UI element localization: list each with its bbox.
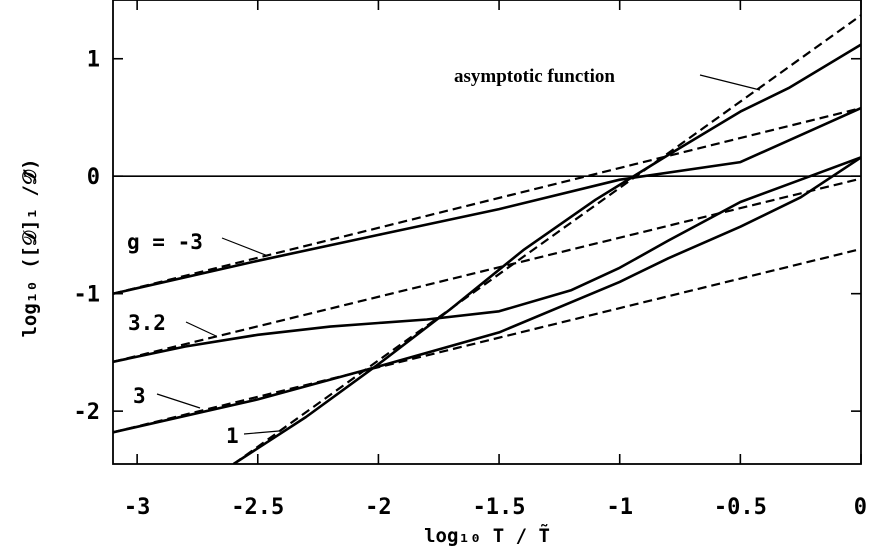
series-line-1-3 xyxy=(232,43,861,464)
annotation-1: 1 xyxy=(226,424,239,448)
x-tick-label: -1.5 xyxy=(473,495,526,520)
dashed-line-asymptotic-function-6 xyxy=(113,247,861,434)
series-line-3-2-1 xyxy=(113,156,861,364)
annotation-layer: asymptotic function g = -3 3.2 3 1 xyxy=(127,66,761,448)
annotation-3-2-leader xyxy=(185,321,217,337)
annotation-3-leader xyxy=(156,393,201,409)
y-tick-label: 1 xyxy=(87,48,100,73)
annotation-1-leader xyxy=(243,430,280,435)
x-tick-label: -2.5 xyxy=(231,495,284,520)
series-layer xyxy=(113,14,861,464)
y-tick-label: 0 xyxy=(87,165,100,190)
dashed-line-asymptotic-function-5 xyxy=(113,177,861,363)
annotation-asymptotic-function: asymptotic function xyxy=(454,66,615,87)
x-axis-title: log₁₀ T / T̃ xyxy=(424,523,550,547)
x-tick-label: 0 xyxy=(854,495,867,520)
series-line-g-3-0 xyxy=(113,106,861,295)
x-tick-label: -1 xyxy=(606,495,633,520)
dashed-line-asymptotic-function-4 xyxy=(113,107,861,295)
x-tick-label: -3 xyxy=(124,495,151,520)
annotation-asymptotic-function-leader xyxy=(699,74,761,91)
x-tick-label: -2 xyxy=(365,495,392,520)
tick-layer: -3 -2.5 -2 -1.5 -1 -0.5 0 1 0 -1 -2 xyxy=(74,0,867,520)
annotation-3-2: 3.2 xyxy=(128,311,166,335)
y-axis-title: log₁₀ ([𝒟]₁ /𝒟̃) xyxy=(19,158,41,337)
y-tick-label: -2 xyxy=(74,400,101,425)
series-line-3-2 xyxy=(113,156,861,434)
annotation-g-minus-3: g = -3 xyxy=(127,230,203,254)
x-tick-label: -0.5 xyxy=(714,495,767,520)
dashed-line-asymptotic-function-7 xyxy=(232,14,861,464)
annotation-3: 3 xyxy=(133,384,146,408)
annotation-g-minus-3-leader xyxy=(221,237,269,257)
y-tick-label: -1 xyxy=(74,283,101,308)
plot-frame xyxy=(112,0,862,465)
